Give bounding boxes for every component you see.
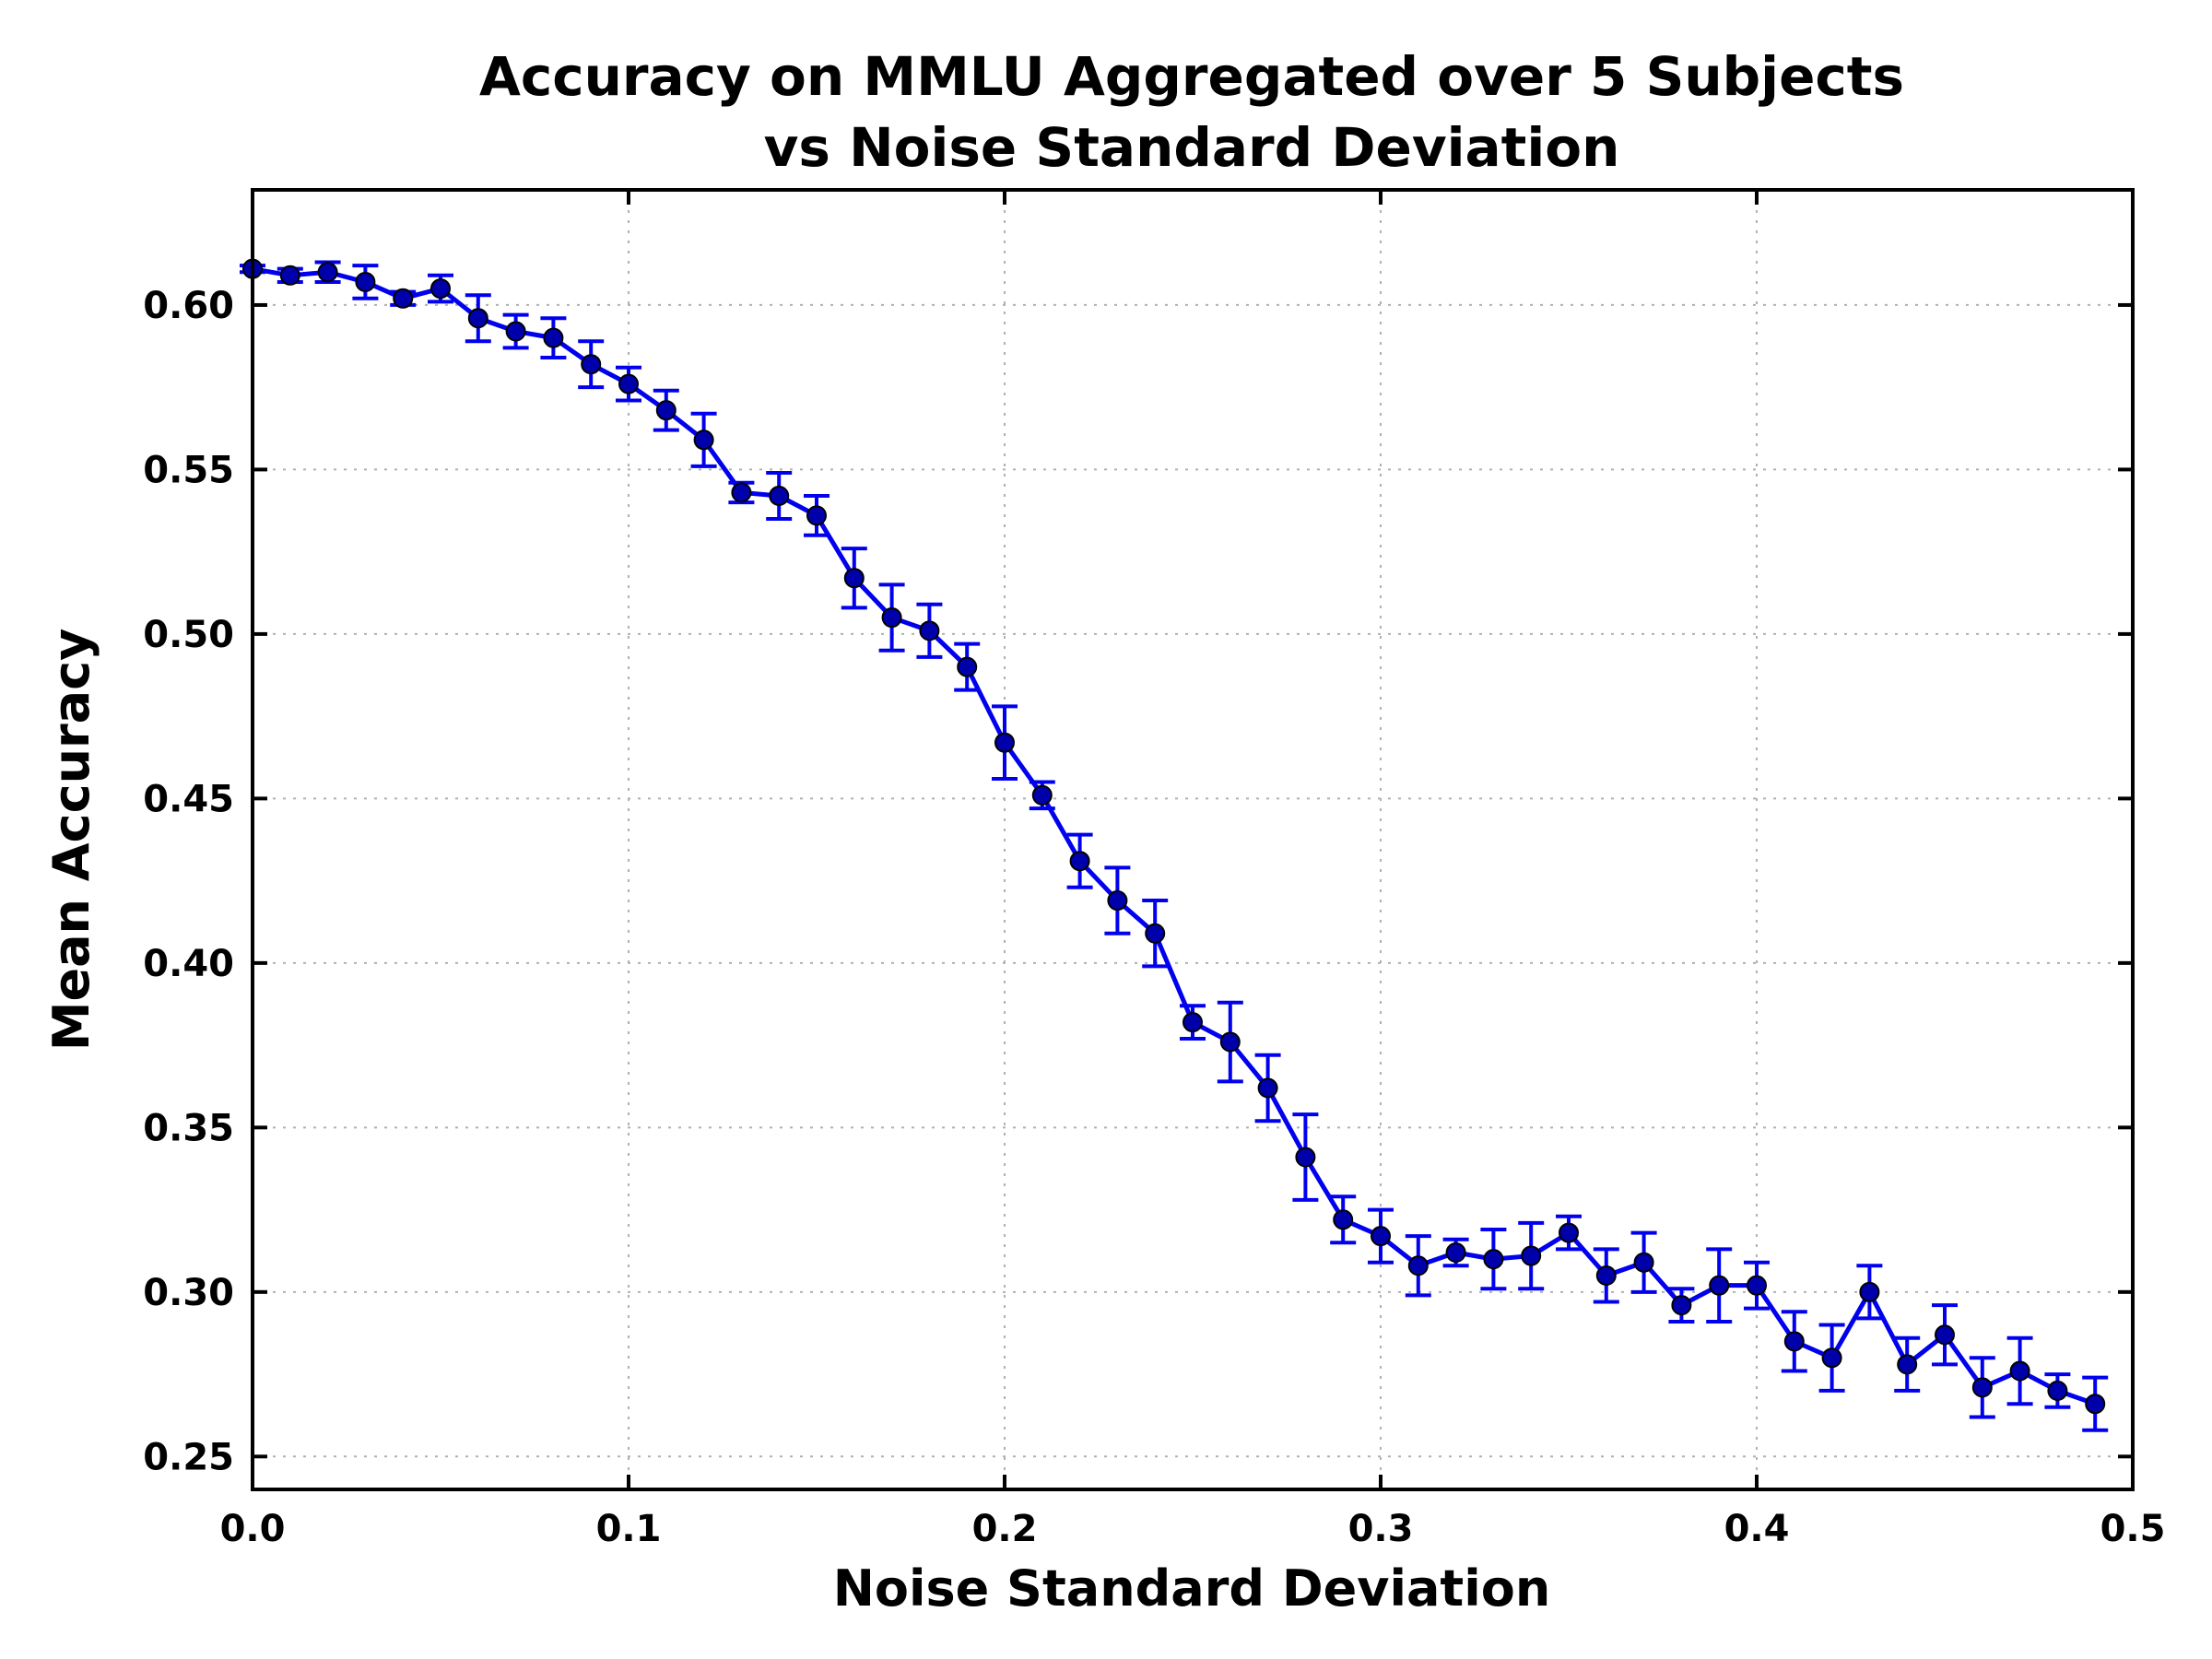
x-tick-label: 0.1 bbox=[596, 1508, 662, 1550]
data-point bbox=[1031, 784, 1053, 806]
y-tick-label: 0.60 bbox=[143, 285, 234, 327]
data-point bbox=[1971, 1377, 1993, 1398]
x-tick-label: 0.4 bbox=[1724, 1508, 1790, 1550]
chart-title-line-2: vs Noise Standard Deviation bbox=[764, 116, 1620, 179]
data-point bbox=[731, 482, 752, 503]
y-tick-label: 0.35 bbox=[143, 1107, 234, 1149]
data-point bbox=[1069, 851, 1090, 872]
y-tick-label: 0.50 bbox=[143, 614, 234, 656]
data-point bbox=[693, 429, 714, 451]
x-tick-label: 0.5 bbox=[2100, 1508, 2166, 1550]
chart-title-line-1: Accuracy on MMLU Aggregated over 5 Subje… bbox=[479, 45, 1904, 108]
y-axis-label: Mean Accuracy bbox=[42, 629, 100, 1052]
data-point bbox=[543, 327, 564, 348]
y-tick-label: 0.55 bbox=[143, 449, 234, 491]
data-point bbox=[1633, 1252, 1654, 1273]
x-tick-label: 0.2 bbox=[972, 1508, 1038, 1550]
x-tick-label: 0.0 bbox=[220, 1508, 286, 1550]
data-point bbox=[1595, 1265, 1617, 1286]
data-point bbox=[1219, 1031, 1241, 1053]
data-point bbox=[618, 373, 639, 394]
x-axis-label: Noise Standard Deviation bbox=[833, 1559, 1551, 1618]
data-point bbox=[393, 288, 414, 309]
y-tick-label: 0.40 bbox=[143, 943, 234, 985]
data-point bbox=[1145, 923, 1166, 944]
data-point bbox=[957, 656, 978, 677]
data-point bbox=[806, 505, 827, 526]
data-point bbox=[1445, 1241, 1466, 1263]
data-point bbox=[279, 265, 300, 286]
x-tick-label: 0.3 bbox=[1348, 1508, 1414, 1550]
data-point bbox=[1107, 890, 1128, 912]
data-point bbox=[467, 308, 488, 329]
plot-frame bbox=[251, 188, 2135, 1491]
data-point bbox=[1333, 1209, 1354, 1230]
data-point bbox=[581, 354, 602, 375]
series-line bbox=[252, 266, 2097, 1406]
data-point bbox=[1371, 1226, 1391, 1247]
data-point bbox=[317, 262, 338, 283]
data-point bbox=[2085, 1394, 2106, 1415]
y-tick-label: 0.25 bbox=[143, 1436, 234, 1478]
data-point bbox=[1859, 1281, 1880, 1302]
data-point bbox=[994, 732, 1015, 753]
data-point bbox=[919, 620, 940, 641]
data-point bbox=[2047, 1380, 2068, 1401]
data-point bbox=[1559, 1222, 1579, 1243]
data-point bbox=[1521, 1245, 1542, 1266]
data-point bbox=[1821, 1347, 1842, 1369]
data-point bbox=[1709, 1275, 1730, 1296]
grid-lines bbox=[253, 190, 2133, 1489]
data-point bbox=[881, 607, 902, 629]
data-point bbox=[1407, 1255, 1429, 1277]
data-point bbox=[2009, 1360, 2030, 1382]
data-point bbox=[1295, 1147, 1316, 1168]
data-point bbox=[1747, 1275, 1767, 1296]
data-point bbox=[1483, 1249, 1504, 1270]
data-point bbox=[1671, 1295, 1692, 1316]
data-point bbox=[1182, 1012, 1203, 1033]
data-point bbox=[843, 568, 865, 589]
data-point bbox=[769, 485, 790, 506]
data-point bbox=[1897, 1354, 1918, 1375]
y-tick-label: 0.30 bbox=[143, 1272, 234, 1314]
data-point bbox=[355, 271, 376, 292]
y-tick-label: 0.45 bbox=[143, 778, 234, 820]
data-series bbox=[240, 258, 2109, 1432]
data-point bbox=[1783, 1331, 1805, 1352]
data-point bbox=[430, 278, 451, 300]
data-point bbox=[505, 321, 526, 342]
data-point bbox=[1935, 1324, 1955, 1346]
data-point bbox=[1257, 1077, 1278, 1099]
axis-ticks bbox=[251, 190, 2135, 1489]
data-point bbox=[655, 400, 677, 421]
